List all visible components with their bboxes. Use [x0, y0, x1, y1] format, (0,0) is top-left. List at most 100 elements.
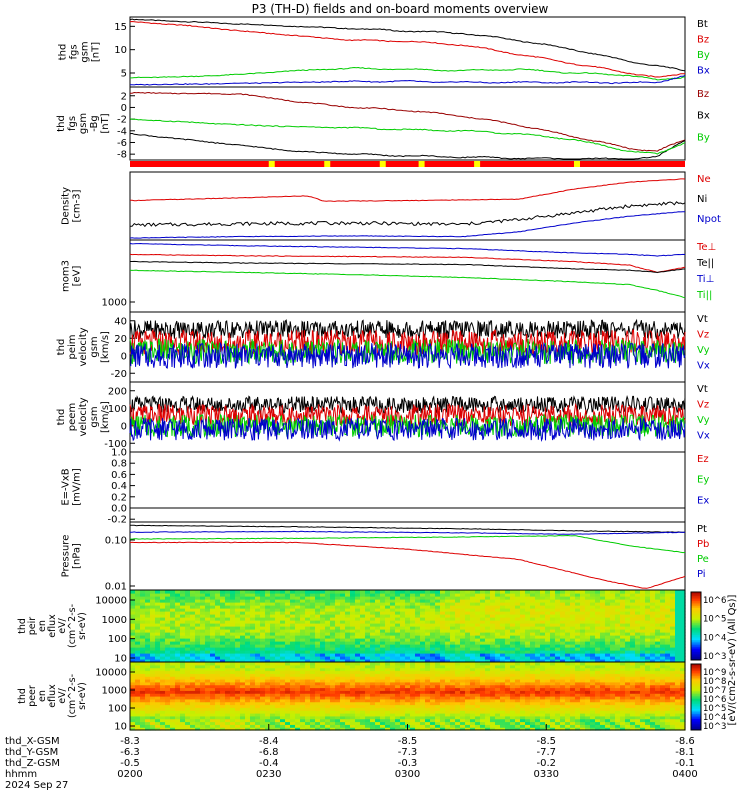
ylabel-line: gsm	[89, 336, 100, 357]
legend-Vx: Vx	[697, 431, 710, 442]
spec-cell	[270, 662, 276, 665]
spec-cell	[140, 590, 146, 594]
ytick-label: 1000	[102, 298, 127, 309]
spec-cell	[570, 662, 576, 665]
ytick-label: 5	[121, 69, 127, 80]
spec-cell	[355, 662, 361, 665]
spec-cell	[245, 590, 251, 594]
spec-cell	[460, 590, 466, 594]
mode-bar-yellow	[474, 161, 480, 167]
ytick-label: 0.0	[111, 504, 127, 515]
ylabel-line: fgs	[67, 116, 78, 131]
ytick-label: 0.10	[105, 536, 127, 547]
spec-cell	[220, 590, 226, 594]
spec-cell	[555, 662, 561, 665]
spec-cell	[340, 662, 346, 665]
spec-cell	[385, 662, 391, 665]
spec-cell	[585, 590, 591, 594]
spec-cell	[430, 590, 436, 594]
ytick-label: 0	[121, 351, 127, 362]
spec-cell	[205, 590, 211, 594]
spec-cell	[195, 662, 201, 665]
spec-cell	[545, 590, 551, 594]
spec-cell	[240, 590, 246, 594]
spec-cell	[540, 590, 546, 594]
spec-cell	[350, 662, 356, 665]
legend-Ez: Ez	[697, 454, 709, 465]
spec-cell	[330, 590, 336, 594]
spec-cell	[315, 590, 321, 594]
legend-Vz: Vz	[697, 330, 709, 341]
spec-cell	[415, 590, 421, 594]
spec-cell	[550, 662, 556, 665]
spec-cell	[550, 590, 556, 594]
spec-cell	[335, 590, 341, 594]
spec-cell	[265, 662, 271, 665]
mode-bar-yellow	[324, 161, 330, 167]
spec-cell	[190, 590, 196, 594]
spec-cell	[200, 662, 206, 665]
spec-cell	[400, 662, 406, 665]
spec-cell	[295, 662, 301, 665]
spec-cell	[440, 662, 446, 665]
legend-Pt: Pt	[697, 524, 707, 535]
spec-cell	[575, 590, 581, 594]
spec-cell	[365, 590, 371, 594]
spec-cell	[470, 662, 476, 665]
ylabel-line: E=-VxB	[61, 468, 72, 505]
spec-cell	[285, 590, 291, 594]
panel-ylabel: thdfgsgsm[nT]	[58, 41, 102, 62]
spec-cell	[460, 662, 466, 665]
legend-Vy: Vy	[697, 345, 710, 356]
ylabel-line: -Bg	[89, 115, 100, 131]
spec-cell	[230, 590, 236, 594]
spec-cell	[400, 590, 406, 594]
spec-cell	[420, 590, 426, 594]
spec-cell	[170, 590, 176, 594]
ytick-label: 0.4	[111, 481, 127, 492]
spec-cell	[595, 590, 601, 594]
legend-Bx: Bx	[697, 66, 710, 77]
spec-cell	[620, 590, 626, 594]
spec-cell	[660, 590, 666, 594]
spec-cell	[260, 590, 266, 594]
spec-cell	[140, 662, 146, 665]
spec-cell	[510, 590, 516, 594]
legend-Ti||: Ti||	[696, 290, 712, 301]
ylabel-line: gsm	[80, 41, 91, 62]
mode-bar-yellow	[380, 161, 386, 167]
spec-cell	[435, 662, 441, 665]
spec-cell	[195, 590, 201, 594]
spec-cell	[465, 662, 471, 665]
spec-cell	[395, 662, 401, 665]
spec-cell	[225, 590, 231, 594]
ylabel-line: [nT]	[91, 42, 102, 62]
spec-cell	[180, 590, 186, 594]
spec-cell	[590, 590, 596, 594]
chart-title: P3 (TH-D) fields and on-board moments ov…	[252, 2, 549, 16]
spec-cell	[165, 662, 171, 665]
ytick-label: -4	[117, 126, 127, 137]
legend-Te||: Te||	[696, 258, 714, 269]
legend-Pb: Pb	[697, 539, 709, 550]
spec-cell	[295, 590, 301, 594]
spec-cell	[355, 590, 361, 594]
spec-cell	[255, 662, 261, 665]
legend-Bz: Bz	[697, 35, 709, 46]
spec-cell	[370, 590, 376, 594]
ytick-label: 2	[121, 91, 127, 102]
ytick-label: 1000	[102, 615, 127, 626]
spec-cell	[275, 662, 281, 665]
spec-cell	[520, 590, 526, 594]
spec-cell	[535, 662, 541, 665]
spec-cell	[340, 590, 346, 594]
spec-cell	[645, 590, 651, 594]
legend-Vt: Vt	[697, 314, 708, 325]
legend-Bx: Bx	[697, 111, 710, 122]
spec-cell	[410, 662, 416, 665]
ylabel-line: Density	[61, 187, 72, 225]
spec-cell	[535, 590, 541, 594]
spec-cell	[315, 662, 321, 665]
spec-cell	[410, 590, 416, 594]
spec-cell	[445, 590, 451, 594]
